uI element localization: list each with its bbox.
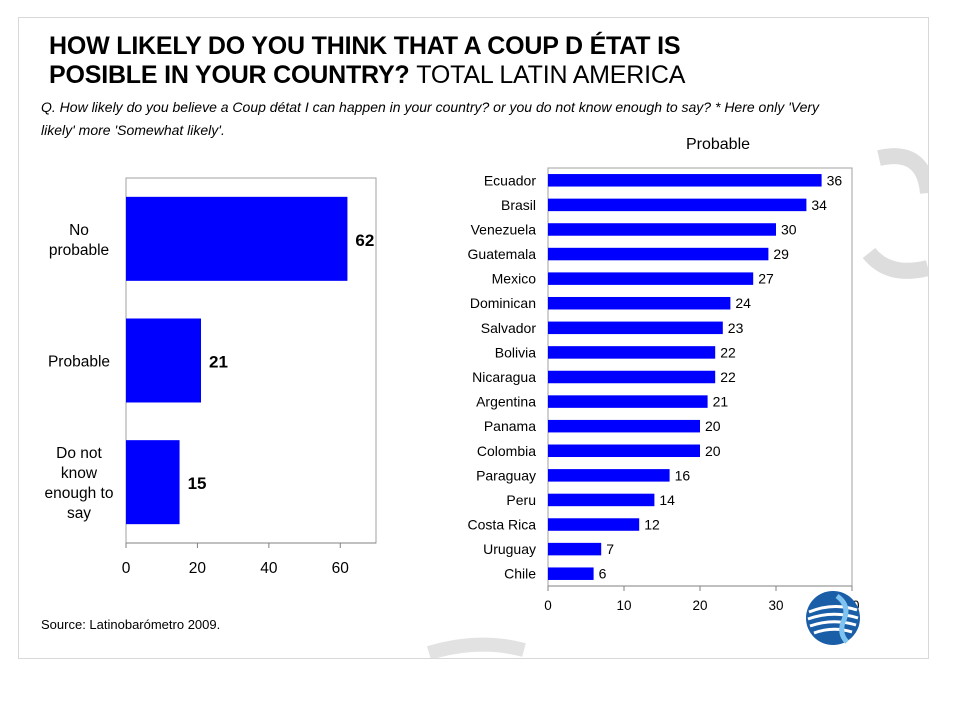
x-tick-label: 20 <box>692 598 707 613</box>
data-label: 6 <box>599 566 607 582</box>
bar <box>548 223 776 236</box>
x-tick-label: 0 <box>544 598 552 613</box>
category-label: Guatemala <box>468 246 537 262</box>
category-label: No <box>69 222 89 239</box>
x-tick-label: 40 <box>260 560 278 577</box>
bar <box>548 370 716 384</box>
bar <box>548 296 731 310</box>
data-label: 15 <box>188 474 207 493</box>
category-label: enough to <box>45 485 114 502</box>
data-label: 20 <box>705 418 721 434</box>
category-label: Mexico <box>492 271 537 287</box>
category-label: Nicaragua <box>472 369 536 385</box>
data-label: 62 <box>355 231 374 250</box>
page-title: HOW LIKELY DO YOU THINK THAT A COUP D ÉT… <box>49 32 685 90</box>
x-tick-label: 30 <box>768 598 783 613</box>
bar <box>126 440 180 525</box>
data-label: 20 <box>705 443 721 459</box>
overall-likelihood-chart: 62 No probable 21 Probable 15 Do not know enough… <box>45 177 377 577</box>
slide: HOW LIKELY DO YOU THINK THAT A COUP D ÉT… <box>18 17 929 659</box>
title-line-2: POSIBLE IN YOUR COUNTRY? <box>49 61 410 89</box>
data-label: 23 <box>728 320 744 336</box>
latinobarometro-logo <box>806 591 860 645</box>
x-tick-label: 60 <box>332 560 350 577</box>
data-label: 36 <box>827 172 843 188</box>
category-label: Colombia <box>477 443 536 459</box>
data-label: 27 <box>758 271 774 287</box>
bar <box>126 196 348 281</box>
category-label: Bolivia <box>495 344 536 360</box>
category-label: Paraguay <box>476 467 536 483</box>
bar <box>548 444 700 458</box>
data-label: 29 <box>773 246 789 262</box>
bar <box>548 395 708 408</box>
bar <box>548 346 716 359</box>
data-label: 30 <box>781 221 797 237</box>
category-label: Costa Rica <box>468 517 537 533</box>
category-label: Brasil <box>501 197 536 213</box>
category-label: know <box>61 465 98 482</box>
data-label: 12 <box>644 517 660 533</box>
category-label: Uruguay <box>483 541 536 557</box>
data-label: 21 <box>209 353 228 372</box>
country-probable-chart: Probable 36 Ecuador 34 Brasil 30 Venezuela 29 Gu… <box>468 136 860 613</box>
data-label: 14 <box>659 492 675 508</box>
category-label: Argentina <box>476 394 536 410</box>
category-label: Probable <box>48 354 110 371</box>
category-label: Chile <box>504 566 536 582</box>
bar <box>548 247 769 261</box>
data-label: 24 <box>735 295 751 311</box>
x-tick-label: 0 <box>122 560 131 577</box>
category-label: probable <box>49 242 109 259</box>
bar <box>548 198 807 212</box>
source-note: Source: Latinobarómetro 2009. <box>41 617 221 632</box>
category-label: Panama <box>484 418 536 434</box>
data-label: 7 <box>606 541 614 557</box>
data-label: 22 <box>720 369 736 385</box>
category-label: Do not <box>56 445 102 462</box>
category-label: Dominican <box>470 295 536 311</box>
data-label: 16 <box>675 467 691 483</box>
data-label: 22 <box>720 344 736 360</box>
title-line-1: HOW LIKELY DO YOU THINK THAT A COUP D ÉT… <box>49 32 681 60</box>
watermark-decoration <box>426 148 928 658</box>
bar <box>548 493 655 507</box>
category-label: Ecuador <box>484 172 536 188</box>
bar <box>548 174 822 187</box>
bar <box>548 321 723 335</box>
data-label: 21 <box>713 394 729 410</box>
category-label: say <box>67 505 91 522</box>
bar <box>548 469 670 482</box>
x-tick-label: 10 <box>616 598 631 613</box>
x-tick-label: 20 <box>189 560 207 577</box>
data-label: 34 <box>811 197 827 213</box>
bar <box>548 419 700 433</box>
title-suffix: TOTAL LATIN AMERICA <box>416 61 686 89</box>
category-label: Peru <box>506 492 536 508</box>
bar <box>548 542 602 556</box>
survey-question: Q. How likely do you believe a Coup déta… <box>41 99 820 138</box>
chart-title: Probable <box>686 136 750 153</box>
bar <box>548 272 754 285</box>
category-label: Venezuela <box>471 221 537 237</box>
category-label: Salvador <box>481 320 537 336</box>
bar <box>548 518 640 531</box>
bar <box>126 318 201 403</box>
bar <box>548 567 594 580</box>
